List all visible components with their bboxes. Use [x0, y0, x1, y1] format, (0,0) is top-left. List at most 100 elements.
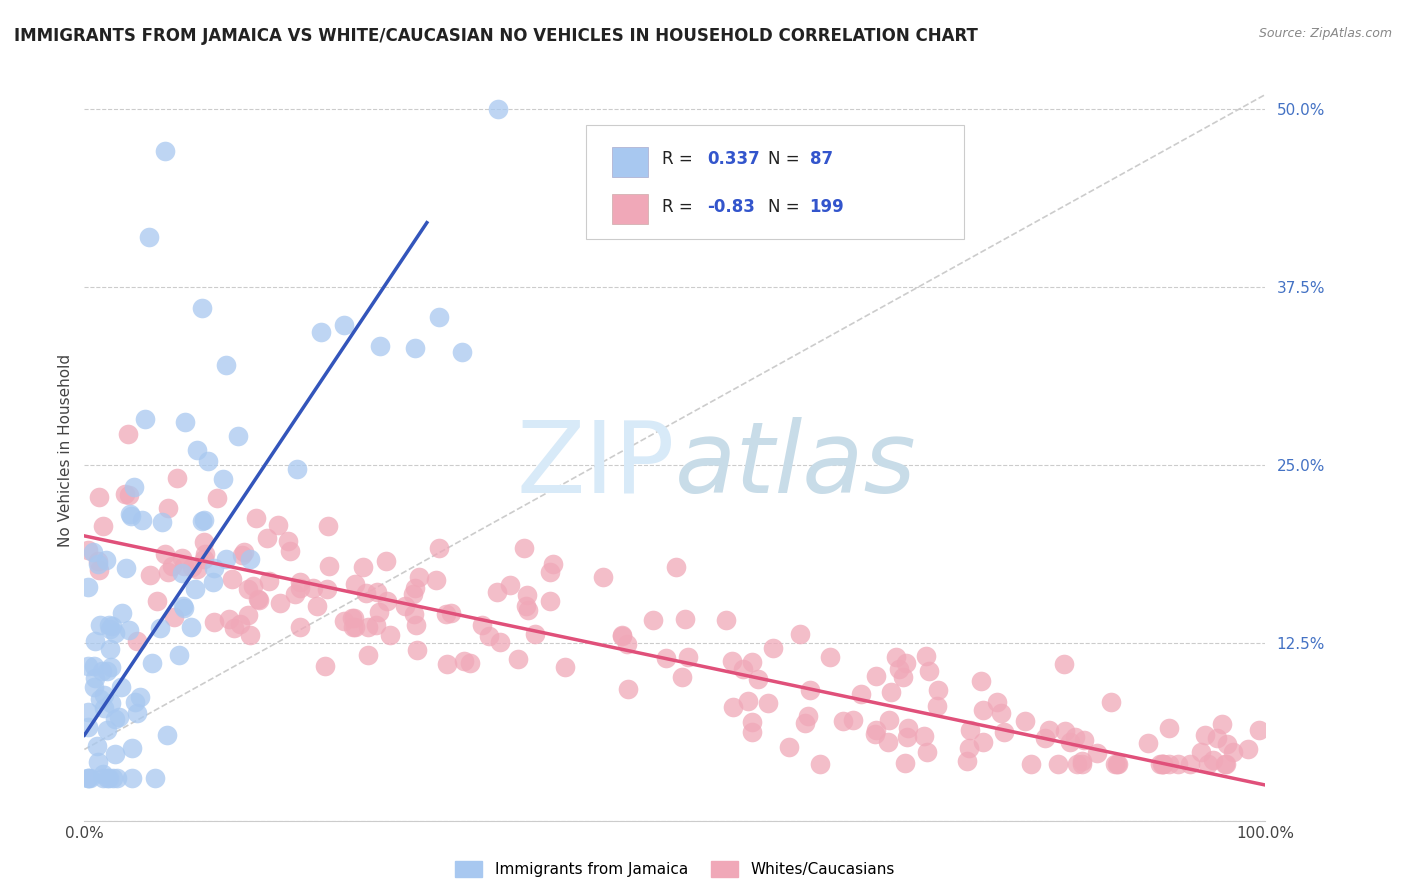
Text: N =: N =: [768, 150, 806, 168]
Point: [406, 642, 429, 657]
Point: [232, 545, 254, 559]
Point: [402, 587, 425, 601]
Point: [538, 593, 561, 607]
Text: R =: R =: [662, 150, 697, 168]
Text: -0.83: -0.83: [707, 198, 755, 216]
Point: [284, 587, 307, 601]
Point: [434, 607, 457, 621]
Point: [554, 659, 576, 673]
Point: [82, 545, 104, 559]
Point: [309, 326, 332, 340]
Point: [104, 626, 127, 640]
Point: [202, 561, 225, 575]
Point: [156, 566, 179, 580]
Point: [226, 429, 249, 443]
Point: [654, 651, 676, 665]
Point: [267, 518, 290, 533]
Point: [89, 618, 111, 632]
Point: [404, 341, 426, 355]
Point: [617, 681, 640, 696]
Point: [305, 599, 328, 613]
Point: [1216, 737, 1239, 751]
Point: [1206, 731, 1229, 745]
Point: [333, 318, 356, 333]
Point: [115, 560, 138, 574]
Point: [87, 558, 110, 572]
Point: [1178, 756, 1201, 771]
Point: [1167, 756, 1189, 771]
Point: [477, 629, 499, 643]
Point: [972, 735, 994, 749]
Point: [343, 576, 366, 591]
Point: [676, 650, 699, 665]
Point: [194, 547, 217, 561]
Point: [374, 554, 396, 568]
Point: [887, 662, 910, 676]
Point: [1071, 754, 1094, 768]
Point: [256, 531, 278, 545]
Point: [849, 688, 872, 702]
Point: [239, 628, 262, 642]
Point: [877, 735, 900, 749]
Point: [394, 599, 416, 613]
Point: [1104, 756, 1126, 771]
Point: [86, 739, 108, 753]
Point: [121, 741, 143, 756]
Point: [1107, 756, 1129, 771]
Point: [893, 670, 915, 684]
Text: 0.337: 0.337: [707, 150, 759, 168]
Point: [664, 560, 686, 574]
Point: [150, 516, 173, 530]
Point: [1105, 756, 1128, 771]
Point: [990, 706, 1012, 720]
Legend: Immigrants from Jamaica, Whites/Caucasians: Immigrants from Jamaica, Whites/Caucasia…: [449, 855, 901, 883]
Point: [517, 602, 540, 616]
Point: [1157, 721, 1180, 735]
Point: [180, 620, 202, 634]
Point: [141, 656, 163, 670]
Point: [912, 729, 935, 743]
Point: [877, 713, 900, 727]
Point: [93, 519, 115, 533]
Text: 199: 199: [810, 198, 844, 216]
Point: [918, 664, 941, 678]
Point: [146, 594, 169, 608]
Point: [193, 551, 215, 566]
Point: [1247, 723, 1270, 737]
Point: [245, 510, 267, 524]
Point: [865, 726, 887, 740]
Point: [747, 672, 769, 686]
Point: [927, 683, 949, 698]
Point: [167, 648, 190, 663]
Point: [162, 610, 184, 624]
Point: [506, 652, 529, 666]
Point: [101, 619, 124, 633]
Point: [970, 674, 993, 689]
Point: [122, 480, 145, 494]
Point: [832, 714, 855, 728]
Point: [170, 550, 193, 565]
Point: [451, 345, 474, 359]
Point: [285, 462, 308, 476]
Point: [959, 723, 981, 738]
Point: [1194, 728, 1216, 742]
Point: [120, 508, 142, 522]
Point: [118, 488, 141, 502]
Point: [761, 640, 783, 655]
Point: [1059, 735, 1081, 749]
Point: [1236, 742, 1258, 756]
Point: [231, 549, 253, 563]
Point: [512, 541, 534, 556]
Text: R =: R =: [662, 198, 697, 216]
Point: [101, 771, 124, 785]
Point: [191, 301, 214, 315]
Point: [1189, 745, 1212, 759]
Point: [538, 566, 561, 580]
Point: [215, 552, 238, 566]
Point: [1071, 756, 1094, 771]
Point: [915, 745, 938, 759]
Point: [714, 613, 737, 627]
Point: [1053, 657, 1076, 672]
Point: [641, 613, 664, 627]
Point: [184, 582, 207, 596]
